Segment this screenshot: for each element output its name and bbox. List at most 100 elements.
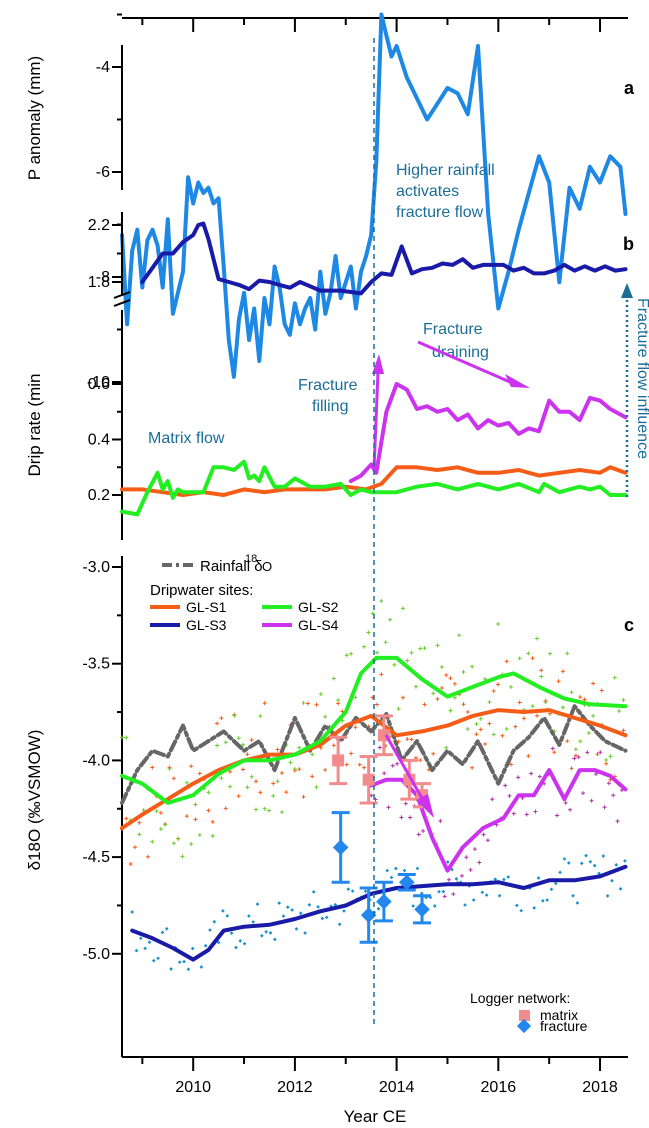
monthly-sample-marker — [537, 774, 542, 779]
monthly-sample-marker — [156, 956, 160, 961]
monthly-sample-marker — [132, 845, 137, 850]
monthly-sample-marker — [158, 827, 163, 832]
monthly-sample-marker — [242, 941, 247, 946]
monthly-sample-marker — [416, 832, 421, 837]
monthly-sample-marker — [137, 820, 142, 825]
monthly-sample-marker — [128, 861, 133, 866]
monthly-sample-marker — [463, 903, 467, 907]
panel-c-x-tick-label: 2012 — [277, 1079, 313, 1096]
monthly-sample-marker — [189, 841, 194, 846]
monthly-sample-marker — [477, 860, 482, 865]
monthly-sample-marker — [298, 911, 303, 916]
monthly-sample-marker — [589, 798, 594, 803]
monthly-sample-marker — [353, 695, 358, 700]
monthly-sample-marker — [375, 702, 380, 707]
monthly-sample-marker — [357, 762, 362, 767]
monthly-sample-marker — [297, 745, 302, 750]
monthly-sample-marker — [422, 702, 427, 707]
monthly-sample-marker — [578, 739, 583, 744]
monthly-sample-marker — [478, 716, 483, 721]
monthly-sample-marker — [575, 901, 580, 905]
panel-c-rainfall-line — [120, 704, 628, 805]
monthly-sample-marker — [390, 763, 395, 768]
monthly-sample-marker — [370, 611, 375, 616]
monthly-sample-marker — [254, 779, 259, 784]
monthly-sample-marker — [151, 958, 156, 963]
monthly-sample-marker — [305, 701, 310, 706]
monthly-sample-marker — [241, 742, 246, 747]
monthly-sample-marker — [571, 893, 575, 898]
panel-c-x-tick-label: 2016 — [481, 1079, 517, 1096]
monthly-sample-marker — [539, 674, 544, 679]
arrow-panel-c — [384, 734, 425, 801]
monthly-sample-marker — [547, 651, 552, 656]
legend-fracture-label: fracture — [540, 1018, 588, 1034]
monthly-sample-marker — [255, 902, 260, 906]
monthly-sample-marker — [555, 813, 560, 818]
monthly-sample-marker — [316, 905, 320, 909]
monthly-sample-marker — [236, 794, 241, 799]
panel-c-label: c — [624, 615, 634, 635]
monthly-sample-marker — [182, 959, 186, 964]
monthly-sample-marker — [516, 775, 521, 780]
monthly-sample-marker — [500, 733, 505, 738]
monthly-sample-marker — [362, 644, 367, 649]
panel-c-y-tick-label: -3.5 — [82, 656, 110, 673]
logger-matrix-marker — [362, 773, 375, 786]
monthly-sample-marker — [193, 802, 198, 807]
monthly-sample-marker — [388, 617, 393, 622]
monthly-sample-marker — [197, 833, 202, 838]
monthly-sample-marker — [281, 914, 286, 918]
monthly-sample-marker — [223, 806, 228, 811]
monthly-sample-marker — [522, 716, 527, 721]
monthly-sample-marker — [210, 819, 215, 824]
monthly-sample-marker — [251, 920, 256, 924]
monthly-sample-marker — [150, 839, 155, 844]
monthly-sample-marker — [301, 700, 306, 705]
monthly-sample-marker — [245, 752, 250, 757]
monthly-sample-marker — [478, 727, 483, 732]
monthly-sample-marker — [266, 808, 271, 813]
monthly-sample-marker — [421, 829, 426, 834]
monthly-sample-marker — [568, 807, 573, 812]
monthly-sample-marker — [415, 866, 420, 871]
monthly-sample-marker — [615, 819, 620, 824]
panel-c-x-tick-label: 2010 — [175, 1079, 211, 1096]
monthly-sample-marker — [526, 651, 531, 656]
monthly-sample-marker — [448, 676, 453, 681]
panel-c-x-tick-label: 2018 — [582, 1079, 618, 1096]
monthly-sample-marker — [379, 672, 384, 677]
monthly-sample-marker — [573, 747, 578, 752]
legend-rainfall-o: O — [262, 559, 272, 574]
monthly-sample-marker — [588, 859, 593, 864]
monthly-sample-marker — [402, 868, 407, 873]
monthly-sample-marker — [176, 836, 181, 841]
monthly-sample-marker — [331, 676, 336, 681]
monthly-sample-marker — [396, 706, 401, 711]
panel-c-series-GL-S3 — [130, 864, 628, 962]
monthly-sample-marker — [193, 817, 198, 822]
monthly-sample-marker — [470, 664, 475, 669]
panel-c-y-label: δ18O (‰VSMOW) — [25, 730, 44, 871]
panel-b-series-GL-S1 — [120, 465, 628, 497]
annotation-fracture-draining-1: Fracture — [423, 321, 483, 338]
legend-logger-title: Logger network: — [470, 990, 570, 1006]
monthly-sample-marker — [383, 640, 388, 645]
monthly-sample-marker — [189, 764, 194, 769]
monthly-sample-marker — [513, 724, 518, 729]
monthly-sample-marker — [578, 695, 583, 700]
panel-b-series-GL-S2 — [120, 459, 628, 517]
monthly-sample-marker — [533, 809, 538, 814]
monthly-sample-marker — [288, 760, 293, 765]
monthly-sample-marker — [504, 659, 509, 664]
monthly-sample-marker — [491, 732, 496, 737]
monthly-sample-marker — [604, 761, 609, 766]
monthly-sample-marker — [435, 643, 440, 648]
monthly-sample-marker — [238, 939, 243, 943]
monthly-sample-marker — [340, 718, 345, 723]
monthly-sample-marker — [511, 811, 516, 816]
monthly-sample-marker — [445, 860, 450, 864]
monthly-sample-marker — [249, 774, 254, 779]
monthly-sample-marker — [292, 766, 297, 771]
monthly-sample-marker — [164, 926, 169, 931]
